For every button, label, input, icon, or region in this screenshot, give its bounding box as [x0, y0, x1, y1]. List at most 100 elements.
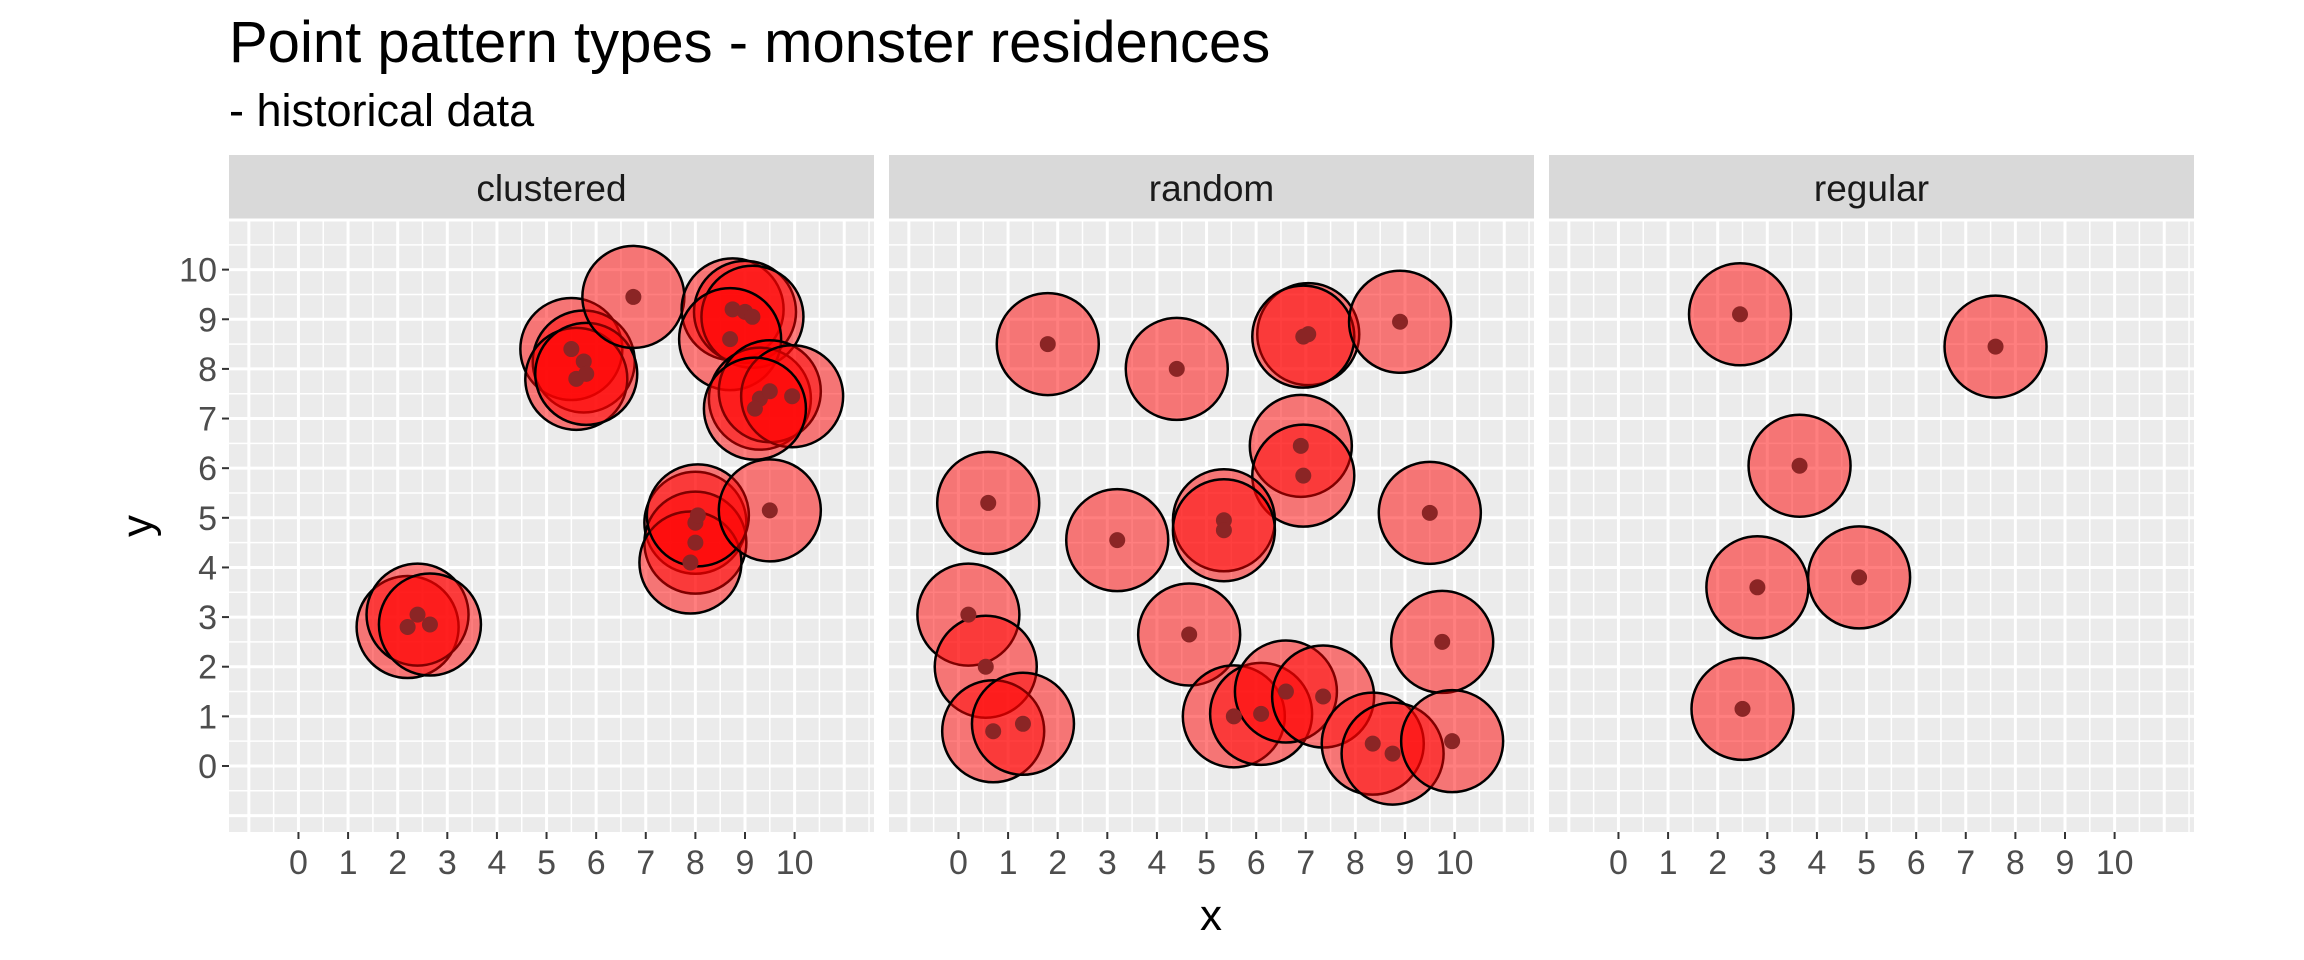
- residence-point: [1277, 683, 1294, 700]
- y-tick-label: 4: [198, 549, 217, 587]
- x-tick-label: 6: [1247, 844, 1266, 882]
- x-tick-label: 2: [388, 844, 407, 882]
- residence-point: [746, 400, 763, 417]
- residence-point: [1392, 313, 1409, 330]
- x-tick-label: 5: [1197, 844, 1216, 882]
- x-tick-label: 7: [1296, 844, 1315, 882]
- residence-point: [1225, 708, 1242, 725]
- x-tick-label: 0: [949, 844, 968, 882]
- residence-point: [1253, 705, 1270, 722]
- residence-point: [1295, 328, 1312, 345]
- residence-point: [1791, 457, 1808, 474]
- y-tick-label: 8: [198, 351, 217, 389]
- residence-point: [761, 383, 778, 400]
- residence-point: [682, 554, 699, 571]
- x-tick-label: 9: [736, 844, 755, 882]
- residence-point: [1014, 715, 1031, 732]
- facet-strip: [1549, 155, 2194, 220]
- residence-point: [1364, 735, 1381, 752]
- x-tick-label: 8: [1346, 844, 1365, 882]
- residence-point: [1039, 336, 1056, 353]
- x-tick-label: 7: [1956, 844, 1975, 882]
- x-tick-label: 4: [1807, 844, 1826, 882]
- y-tick-label: 7: [198, 401, 217, 439]
- residence-point: [1215, 522, 1232, 539]
- chart-title: Point pattern types - monster residences: [229, 10, 1270, 75]
- x-tick-label: 4: [1147, 844, 1166, 882]
- y-tick-label: 9: [198, 301, 217, 339]
- panel-background: [1549, 220, 2194, 832]
- residence-point: [578, 365, 595, 382]
- x-tick-label: 4: [487, 844, 506, 882]
- x-tick-label: 6: [1907, 844, 1926, 882]
- residence-point: [1168, 360, 1185, 377]
- residence-point: [724, 301, 741, 318]
- x-tick-label: 10: [2096, 844, 2134, 882]
- residence-point: [1434, 633, 1451, 650]
- x-tick-label: 8: [686, 844, 705, 882]
- x-tick-label: 3: [1758, 844, 1777, 882]
- residence-point: [563, 341, 580, 358]
- x-tick-label: 10: [1436, 844, 1474, 882]
- residence-point: [744, 308, 761, 325]
- residence-point: [1315, 688, 1332, 705]
- residence-point: [1749, 579, 1766, 596]
- x-axis-title: x: [1200, 891, 1222, 940]
- residence-point: [977, 658, 994, 675]
- x-tick-label: 9: [2056, 844, 2075, 882]
- residence-point: [409, 606, 426, 623]
- facet-strip: [229, 155, 874, 220]
- facet-strip-label: regular: [1814, 168, 1929, 209]
- x-tick-label: 5: [1857, 844, 1876, 882]
- residence-point: [1109, 532, 1126, 549]
- y-tick-label: 3: [198, 599, 217, 637]
- x-tick-label: 1: [999, 844, 1018, 882]
- x-tick-label: 6: [587, 844, 606, 882]
- x-tick-label: 1: [1659, 844, 1678, 882]
- residence-point: [1181, 626, 1198, 643]
- x-tick-label: 9: [1396, 844, 1415, 882]
- residence-point: [985, 723, 1002, 740]
- residence-point: [1292, 437, 1309, 454]
- x-tick-label: 2: [1708, 844, 1727, 882]
- y-tick-label: 10: [179, 252, 217, 290]
- y-tick-label: 6: [198, 450, 217, 488]
- residence-point: [1734, 700, 1751, 717]
- x-tick-label: 10: [776, 844, 814, 882]
- facet-strip: [889, 155, 1534, 220]
- x-tick-label: 0: [289, 844, 308, 882]
- y-tick-label: 0: [198, 748, 217, 786]
- residence-point: [761, 502, 778, 519]
- residence-point: [980, 494, 997, 511]
- x-tick-label: 2: [1048, 844, 1067, 882]
- residence-point: [421, 616, 438, 633]
- residence-point: [1732, 306, 1749, 323]
- x-tick-label: 1: [339, 844, 358, 882]
- residence-point: [1987, 338, 2004, 355]
- facet-random: random 0 1 2 3 4 5 6 7 8 9 10: [889, 155, 1534, 882]
- residence-point: [1421, 504, 1438, 521]
- x-tick-label: 5: [537, 844, 556, 882]
- y-tick-label: 1: [198, 698, 217, 736]
- residence-point: [575, 353, 592, 370]
- x-tick-label: 3: [438, 844, 457, 882]
- residence-point: [784, 388, 801, 405]
- y-axis-title: y: [113, 515, 162, 537]
- y-tick-label: 2: [198, 649, 217, 687]
- y-tick-label: 5: [198, 500, 217, 538]
- facet-regular: regular 0 1 2 3 4 5 6 7 8 9 10: [1549, 155, 2194, 882]
- facet-strip-label: clustered: [476, 168, 626, 209]
- x-tick-label: 8: [2006, 844, 2025, 882]
- residence-point: [625, 288, 642, 305]
- residence-point: [399, 619, 416, 636]
- residence-point: [1384, 745, 1401, 762]
- x-tick-label: 3: [1098, 844, 1117, 882]
- facet-strip-label: random: [1149, 168, 1274, 209]
- residence-point: [1295, 467, 1312, 484]
- residence-point: [687, 534, 704, 551]
- x-tick-label: 0: [1609, 844, 1628, 882]
- chart-subtitle: - historical data: [229, 85, 535, 136]
- residence-point: [1851, 569, 1868, 586]
